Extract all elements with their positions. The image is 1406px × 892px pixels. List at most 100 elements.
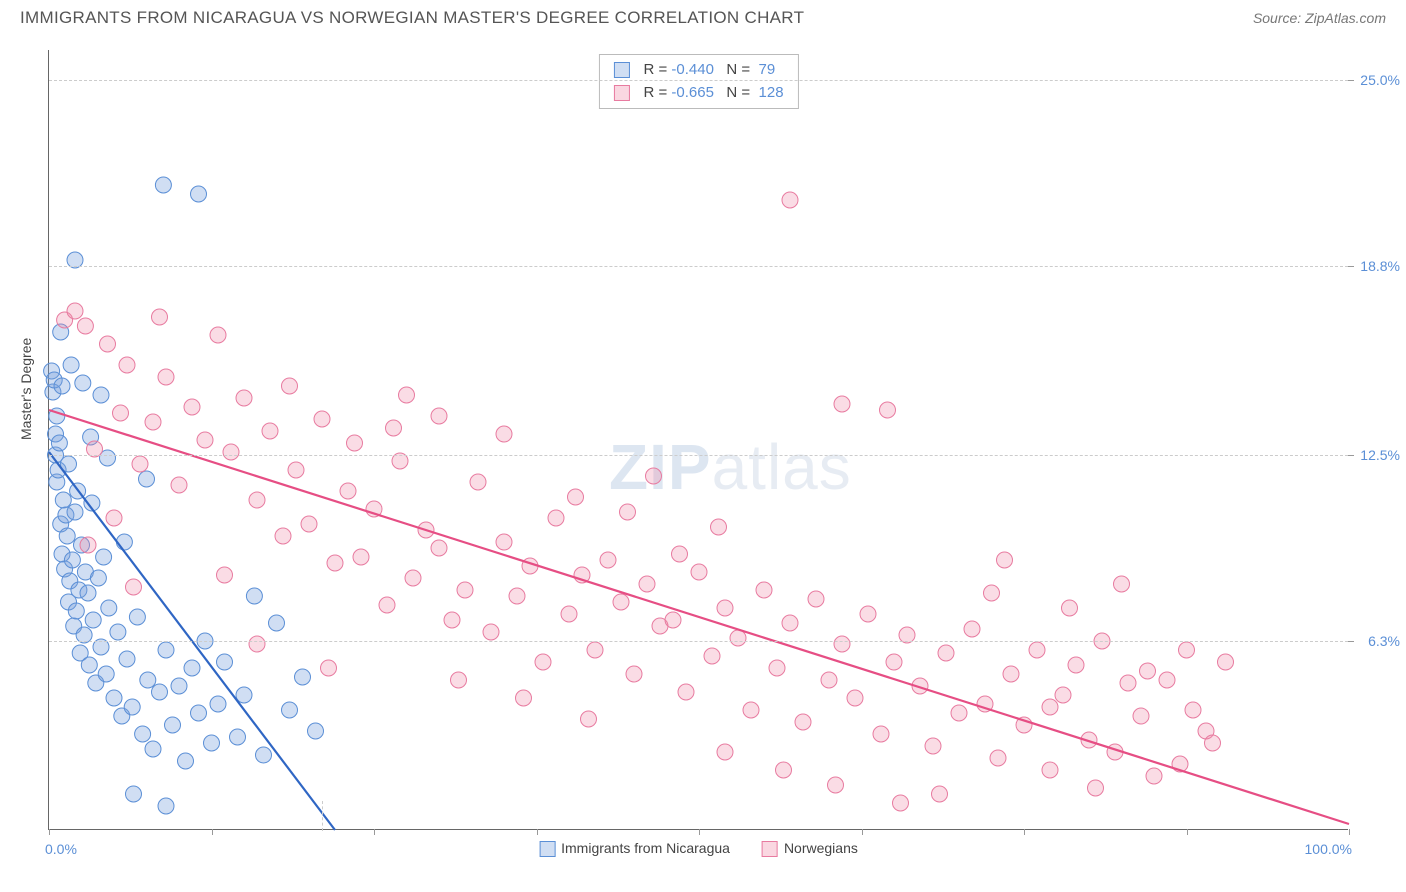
scatter-point: [100, 336, 116, 352]
scatter-point: [431, 540, 447, 556]
scatter-point: [217, 567, 233, 583]
scatter-point: [152, 309, 168, 325]
scatter-point: [106, 690, 122, 706]
scatter-point: [80, 537, 96, 553]
scatter-point: [730, 630, 746, 646]
scatter-point: [782, 192, 798, 208]
scatter-point: [249, 492, 265, 508]
scatter-point: [282, 378, 298, 394]
scatter-point: [152, 684, 168, 700]
scatter-point: [113, 405, 129, 421]
scatter-point: [743, 702, 759, 718]
scatter-point: [808, 591, 824, 607]
scatter-point: [223, 444, 239, 460]
scatter-point: [880, 402, 896, 418]
scatter-point: [405, 570, 421, 586]
scatter-point: [295, 669, 311, 685]
scatter-point: [990, 750, 1006, 766]
scatter-point: [704, 648, 720, 664]
scatter-point: [171, 477, 187, 493]
scatter-point: [126, 579, 142, 595]
scatter-point: [301, 516, 317, 532]
scatter-point: [275, 528, 291, 544]
scatter-point: [269, 615, 285, 631]
legend-swatch-icon: [539, 841, 555, 857]
scatter-point: [256, 747, 272, 763]
scatter-point: [353, 549, 369, 565]
scatter-point: [1179, 642, 1195, 658]
scatter-point: [776, 762, 792, 778]
scatter-point: [1205, 735, 1221, 751]
scatter-point: [782, 615, 798, 631]
scatter-point: [984, 585, 1000, 601]
scatter-point: [63, 357, 79, 373]
scatter-point: [191, 186, 207, 202]
scatter-point: [769, 660, 785, 676]
scatter-point: [828, 777, 844, 793]
scatter-point: [1042, 762, 1058, 778]
scatter-point: [847, 690, 863, 706]
scatter-point: [672, 546, 688, 562]
scatter-point: [135, 726, 151, 742]
scatter-point: [314, 411, 330, 427]
y-tick-label: 25.0%: [1360, 72, 1400, 88]
scatter-point: [834, 396, 850, 412]
legend-swatch-icon: [762, 841, 778, 857]
scatter-point: [59, 528, 75, 544]
scatter-point: [145, 414, 161, 430]
x-tick-mark: [862, 829, 863, 835]
scatter-point: [165, 717, 181, 733]
scatter-point: [308, 723, 324, 739]
x-tick-mark: [1024, 829, 1025, 835]
scatter-point: [191, 705, 207, 721]
scatter-point: [1114, 576, 1130, 592]
x-tick-mark: [49, 829, 50, 835]
trend-line: [49, 410, 1349, 824]
scatter-point: [140, 672, 156, 688]
scatter-point: [1055, 687, 1071, 703]
scatter-point: [997, 552, 1013, 568]
scatter-point: [535, 654, 551, 670]
scatter-point: [821, 672, 837, 688]
scatter-point: [230, 729, 246, 745]
scatter-point: [249, 636, 265, 652]
scatter-point: [886, 654, 902, 670]
scatter-point: [184, 660, 200, 676]
scatter-point: [129, 609, 145, 625]
scatter-point: [327, 555, 343, 571]
scatter-point: [496, 426, 512, 442]
y-tick-label: 6.3%: [1368, 633, 1400, 649]
x-tick-mark: [699, 829, 700, 835]
scatter-point: [717, 744, 733, 760]
scatter-point: [119, 651, 135, 667]
scatter-point: [246, 588, 262, 604]
scatter-point: [106, 510, 122, 526]
scatter-point: [516, 690, 532, 706]
scatter-point: [68, 603, 84, 619]
scatter-point: [581, 711, 597, 727]
scatter-point: [158, 369, 174, 385]
scatter-point: [1068, 657, 1084, 673]
scatter-point: [81, 657, 97, 673]
scatter-point: [925, 738, 941, 754]
gridline: [49, 80, 1348, 81]
scatter-point: [210, 696, 226, 712]
scatter-point: [1088, 780, 1104, 796]
scatter-point: [951, 705, 967, 721]
y-tick-label: 18.8%: [1360, 258, 1400, 274]
scatter-point: [101, 600, 117, 616]
scatter-point: [626, 666, 642, 682]
legend-swatch-icon: [613, 62, 629, 78]
scatter-point: [288, 462, 304, 478]
scatter-point: [85, 612, 101, 628]
x-tick-mark: [212, 829, 213, 835]
legend-label: Immigrants from Nicaragua: [561, 840, 730, 856]
scatter-point: [340, 483, 356, 499]
scatter-point: [155, 177, 171, 193]
scatter-point: [236, 390, 252, 406]
scatter-point: [262, 423, 278, 439]
scatter-point: [444, 612, 460, 628]
scatter-point: [568, 489, 584, 505]
scatter-point: [54, 378, 70, 394]
scatter-point: [98, 666, 114, 682]
